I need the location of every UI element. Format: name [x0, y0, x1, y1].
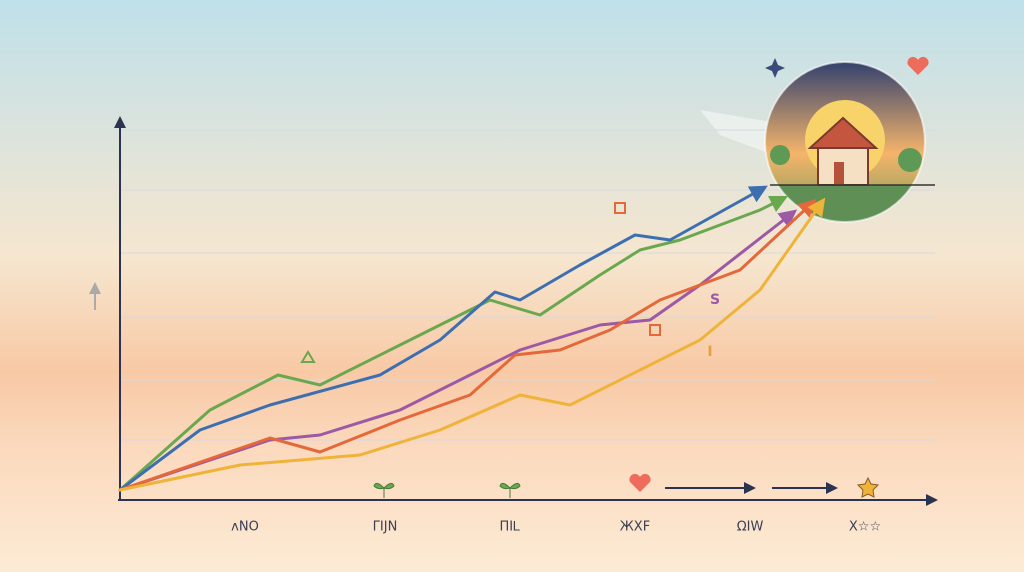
data-line: [118, 198, 817, 492]
x-tick-label: ᴧNO: [231, 520, 259, 535]
data-line: [118, 185, 768, 492]
axes: [89, 116, 938, 506]
data-line: [118, 197, 826, 492]
data-line: [118, 209, 798, 492]
annotation: I: [707, 344, 712, 360]
x-tick-label: ЖXF: [620, 520, 650, 535]
x-tick-label: ΓIJN: [373, 520, 398, 535]
x-tick-label: ΩIW: [737, 520, 764, 535]
x-tick-label: ΠIᏞ: [500, 520, 521, 535]
x-tick-label: X☆☆: [849, 520, 881, 535]
decorations: [300, 202, 880, 498]
data-line: [118, 195, 789, 492]
annotation: S: [710, 292, 720, 308]
